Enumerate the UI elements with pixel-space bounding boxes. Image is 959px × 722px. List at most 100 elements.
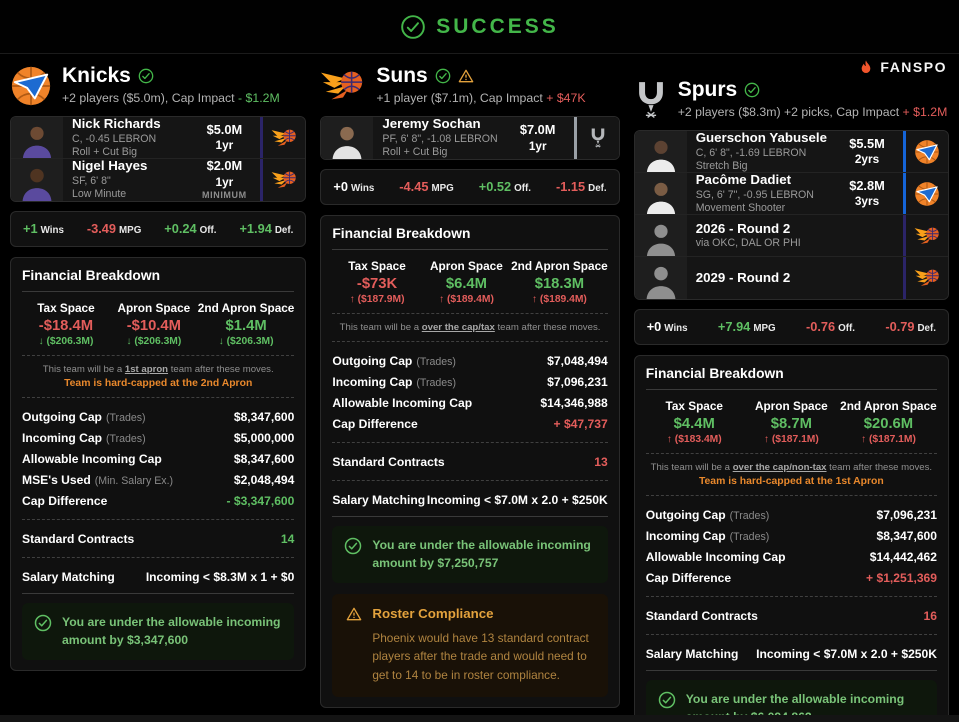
player-row[interactable]: Nick Richards C, -0.45 LEBRON Roll + Cut… <box>11 116 306 159</box>
player-line1: PF, 6' 8", -1.08 LEBRON <box>382 133 498 146</box>
cap-impact-value: - $1.2M <box>238 91 280 106</box>
apron-space-total: ↓ ($206.3M) <box>126 336 182 347</box>
knicks-logo-icon <box>11 66 51 106</box>
warning-icon <box>458 69 474 83</box>
stat-def: -0.79 <box>885 319 915 334</box>
player-silhouette-icon <box>646 140 675 172</box>
alert-text: You are under the allowable incoming amo… <box>372 538 591 571</box>
tax-space-total: ↓ ($206.3M) <box>38 336 94 347</box>
fin-row-mse-used: MSE's Used (Min. Salary Ex.) $2,048,494 <box>22 472 295 487</box>
check-circle-icon <box>138 68 154 84</box>
apron2-space-value: $20.6M <box>863 416 914 432</box>
assets-card: Guerschon Yabusele C, 6' 8", -1.69 LEBRO… <box>633 130 949 300</box>
player-line2: Roll + Cut Big <box>72 145 138 158</box>
knicks-logo-icon <box>915 139 939 164</box>
player-name: Jeremy Sochan <box>382 116 481 132</box>
player-name: Nigel Hayes <box>72 158 148 174</box>
destination-divider <box>260 117 264 158</box>
panel-title: Financial Breakdown <box>22 268 295 292</box>
hardcap-note: Team is hard-capped at the 1st Apron <box>698 476 884 487</box>
fin-row-outgoing-cap: Outgoing Cap (Trades) $7,048,494 <box>332 353 608 368</box>
tax-space-value: $4.4M <box>673 416 715 432</box>
tax-space-total: ↑ ($187.9M) <box>349 294 405 305</box>
minimum-tag: MINIMUM <box>202 190 247 201</box>
pick-row[interactable]: 2029 - Round 2 <box>634 257 948 299</box>
stat-mpg: -3.49 <box>86 221 117 236</box>
player-row[interactable]: Pacôme Dadiet SG, 6' 7", -0.95 LEBRON Mo… <box>634 171 948 215</box>
financial-breakdown-panel: Financial Breakdown Tax Space -$73K ↑ ($18… <box>320 215 620 709</box>
salary-match-success-alert: You are under the allowable incoming amo… <box>22 603 295 660</box>
pick-silhouette <box>634 257 687 299</box>
pick-detail: via OKC, DAL OR PHI <box>695 237 801 250</box>
fin-row-standard-contracts: Standard Contracts 16 <box>645 608 937 623</box>
tax-space-value: -$73K <box>356 276 398 292</box>
fin-row-outgoing-cap: Outgoing Cap (Trades) $8,347,600 <box>22 409 295 424</box>
fin-row-cap-difference: Cap Difference + $1,251,369 <box>645 570 937 585</box>
tax-space-value: -$18.4M <box>38 318 94 334</box>
pick-name: 2029 - Round 2 <box>695 269 791 285</box>
stat-off: +0.24 <box>164 221 197 236</box>
player-photo <box>321 117 374 159</box>
apron-status-link[interactable]: 1st apron <box>124 364 169 375</box>
apron2-space-value: $1.4M <box>225 318 267 334</box>
player-silhouette-icon <box>646 267 675 299</box>
team-summary: +2 players ($8.3m) +2 picks, Cap Impact <box>677 105 903 120</box>
player-name: Pacôme Dadiet <box>695 171 792 187</box>
horizontal-scrollbar[interactable] <box>0 715 959 722</box>
success-check-icon <box>401 14 426 39</box>
stat-wins: +0 <box>333 179 348 194</box>
assets-card: Nick Richards C, -0.45 LEBRON Roll + Cut… <box>10 116 307 202</box>
spurs-logo-icon <box>591 128 604 148</box>
apron2-space-total: ↑ ($189.4M) <box>531 294 587 305</box>
check-circle-icon <box>435 68 451 84</box>
alert-body: Phoenix would have 13 standard contract … <box>372 630 589 683</box>
suns-logo-icon <box>914 269 939 286</box>
team-summary: +2 players ($5.0m), Cap Impact <box>62 91 238 106</box>
tax-space-total: ↑ ($183.4M) <box>666 434 722 445</box>
fin-row-incoming-cap: Incoming Cap (Trades) $7,096,231 <box>332 374 608 389</box>
panel-title: Financial Breakdown <box>645 366 937 390</box>
player-silhouette-icon <box>646 224 675 256</box>
salary-match-success-alert: You are under the allowable incoming amo… <box>332 526 608 583</box>
fin-row-cap-difference: Cap Difference + $47,737 <box>332 416 608 431</box>
stats-bar: +0 Wins +7.94 MPG -0.76 Off. -0.79 Def. <box>633 309 949 345</box>
status-header: SUCCESS <box>0 0 959 54</box>
destination-divider <box>903 215 906 256</box>
pick-row[interactable]: 2026 - Round 2 via OKC, DAL OR PHI <box>634 215 948 257</box>
destination-divider <box>573 117 577 159</box>
apron-status-link[interactable]: over the cap/tax <box>421 322 495 333</box>
player-row[interactable]: Nigel Hayes SF, 6' 8" Low Minute $2.0M 1… <box>11 158 306 201</box>
check-circle-icon <box>658 691 675 709</box>
team-header-knicks: Knicks +2 players ($5.0m), Cap Impact - … <box>10 56 306 116</box>
apron2-space-total: ↑ ($187.1M) <box>860 434 916 445</box>
apron-space-value: $8.7M <box>770 416 812 432</box>
destination-divider <box>260 159 264 201</box>
player-photo <box>634 173 687 214</box>
player-salary: $2.0M <box>206 158 243 174</box>
apron-space-value: -$10.4M <box>126 318 181 334</box>
player-term: 3yrs <box>854 194 880 209</box>
fanspo-logo[interactable]: FANSPO <box>858 59 947 75</box>
roster-compliance-alert: Roster Compliance Phoenix would have 13 … <box>332 593 608 698</box>
player-name: Guerschon Yabusele <box>695 130 827 145</box>
player-silhouette-icon <box>646 182 675 214</box>
warning-icon <box>347 607 362 620</box>
pick-name: 2026 - Round 2 <box>695 220 791 236</box>
financial-breakdown-panel: Financial Breakdown Tax Space -$18.4M ↓ ($… <box>10 257 307 671</box>
alert-title: Roster Compliance <box>372 606 494 622</box>
hardcap-note: Team is hard-capped at the 2nd Apron <box>64 378 253 389</box>
fin-row-allowable-cap: Allowable Incoming Cap $14,346,988 <box>332 395 608 410</box>
player-salary: $2.8M <box>849 177 885 193</box>
fin-row-incoming-cap: Incoming Cap (Trades) $5,000,000 <box>22 430 295 445</box>
player-row[interactable]: Jeremy Sochan PF, 6' 8", -1.08 LEBRON Ro… <box>321 116 619 159</box>
panel-title: Financial Breakdown <box>332 226 608 250</box>
player-line2: Low Minute <box>72 188 127 201</box>
apron-space-total: ↑ ($189.4M) <box>438 294 494 305</box>
player-photo <box>11 117 63 158</box>
player-name: Nick Richards <box>72 116 161 131</box>
apron2-space-value: $18.3M <box>534 276 585 292</box>
player-row[interactable]: Guerschon Yabusele C, 6' 8", -1.69 LEBRO… <box>634 130 948 173</box>
player-line1: C, -0.45 LEBRON <box>72 132 157 145</box>
apron-status-link[interactable]: over the cap/non-tax <box>732 462 827 473</box>
player-salary: $5.0M <box>206 121 243 137</box>
